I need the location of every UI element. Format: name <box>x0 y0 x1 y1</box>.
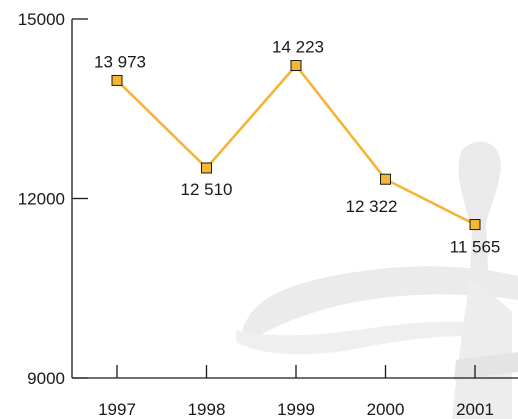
labels-group: 13 973 12 510 14 223 12 322 11 565 <box>94 37 500 256</box>
data-point <box>380 173 391 185</box>
data-point <box>469 219 481 231</box>
x-tick-label: 1999 <box>277 400 315 419</box>
x-tick-label: 2001 <box>456 400 494 419</box>
y-tick-label: 9000 <box>27 369 65 388</box>
data-label: 12 510 <box>181 180 233 199</box>
axes: 9000 12000 15000 1997 1998 1999 2000 2001 <box>18 10 518 419</box>
x-tick-label: 1997 <box>98 400 136 419</box>
data-label: 14 223 <box>272 37 324 56</box>
x-tick-label: 1998 <box>188 400 226 419</box>
data-point <box>201 162 212 174</box>
data-label: 11 565 <box>450 238 501 257</box>
series-group <box>111 59 481 231</box>
data-point <box>290 59 302 71</box>
data-point <box>111 74 123 86</box>
y-tick-label: 12000 <box>18 190 65 209</box>
x-tick-label: 2000 <box>367 400 405 419</box>
background-watermark <box>236 141 518 419</box>
data-label: 13 973 <box>94 52 146 71</box>
y-tick-label: 15000 <box>18 10 65 29</box>
series-line <box>116 64 476 226</box>
data-label: 12 322 <box>346 197 398 216</box>
